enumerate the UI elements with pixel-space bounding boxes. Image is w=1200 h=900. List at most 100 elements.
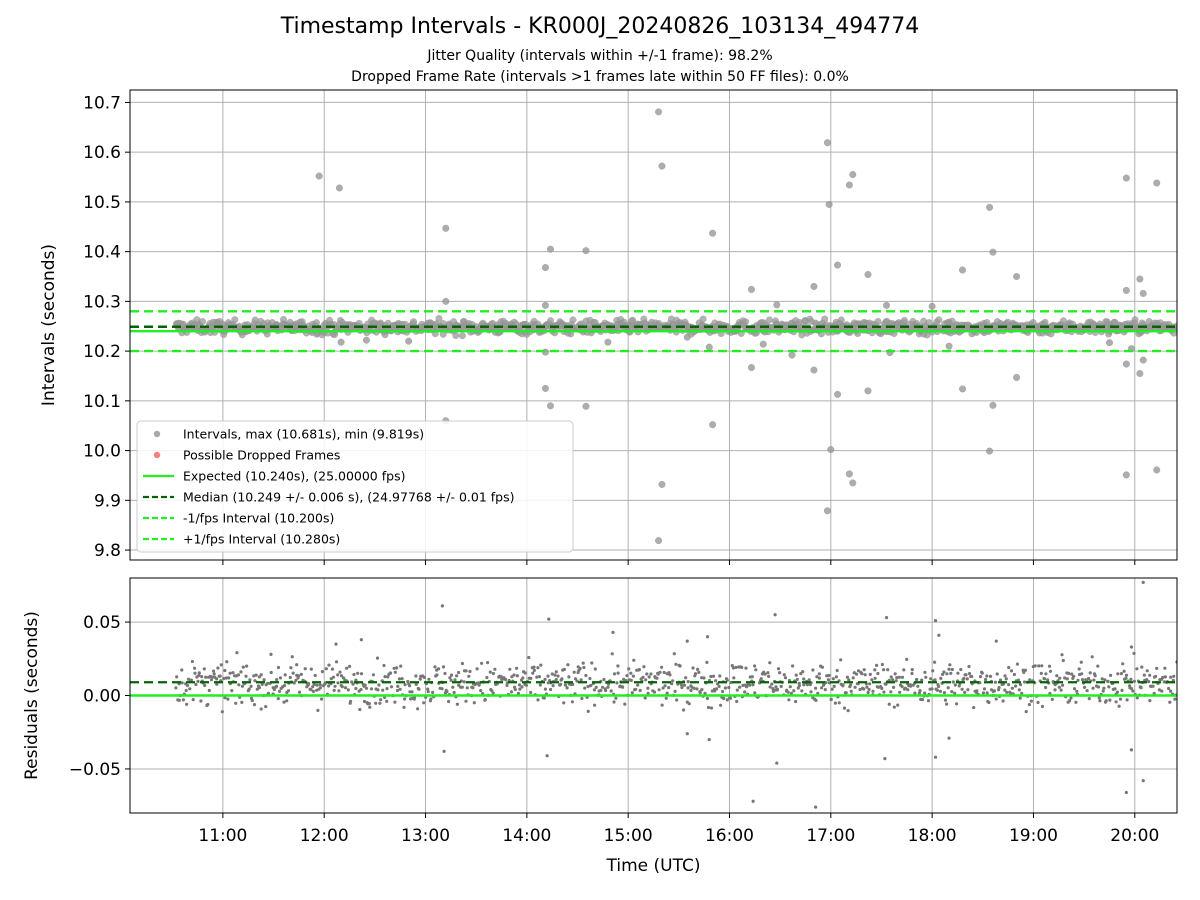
residual-point <box>309 688 313 692</box>
residual-point <box>422 701 426 705</box>
xtick-label-2: 13:00 <box>401 826 450 846</box>
interval-point <box>1131 316 1139 324</box>
residual-point <box>678 664 682 668</box>
residual-point <box>376 688 380 692</box>
residual-point <box>368 705 372 709</box>
residual-point <box>1040 704 1045 709</box>
residual-point <box>923 670 927 674</box>
residual-point <box>814 686 818 690</box>
residual-point <box>1005 690 1009 695</box>
residual-point <box>1075 689 1079 693</box>
residual-point <box>396 684 400 689</box>
interval-point <box>821 315 829 323</box>
residual-point <box>590 661 594 665</box>
residual-point <box>174 686 178 690</box>
residual-point <box>625 674 629 678</box>
residual-point <box>697 670 701 675</box>
residual-outlier-21 <box>1129 748 1134 752</box>
residual-point <box>849 683 853 687</box>
legend-box <box>136 420 574 553</box>
residual-point <box>700 688 704 692</box>
residual-outlier-15 <box>933 618 938 623</box>
residual-point <box>636 683 640 687</box>
interval-outlier-62 <box>683 333 691 341</box>
residual-point <box>661 686 665 690</box>
residual-point <box>1074 700 1078 704</box>
residual-point <box>1072 687 1077 691</box>
residual-point <box>1070 672 1074 676</box>
residual-point <box>493 667 497 671</box>
residual-outlier-23 <box>1141 779 1145 783</box>
residual-point <box>599 688 603 693</box>
residual-point <box>723 686 728 690</box>
top-ytick-label-9: 10.7 <box>83 93 121 113</box>
residual-point <box>488 670 492 674</box>
residual-point <box>667 686 671 690</box>
residual-point <box>662 670 666 675</box>
residual-point <box>985 691 989 695</box>
residual-point <box>348 664 352 669</box>
residual-point <box>768 685 772 689</box>
interval-outlier-13 <box>655 108 663 116</box>
residual-point <box>358 707 362 712</box>
residual-point <box>264 705 268 709</box>
residual-point <box>953 683 957 687</box>
residual-point <box>320 697 324 701</box>
residual-point <box>689 688 693 693</box>
residual-point <box>1014 684 1018 688</box>
residual-point <box>970 674 974 679</box>
residual-point <box>385 687 389 691</box>
residual-point <box>791 664 795 668</box>
residual-point <box>573 677 578 681</box>
residual-point <box>364 686 369 690</box>
residual-point <box>645 672 649 676</box>
residual-point <box>918 689 922 693</box>
residual-point <box>542 696 546 700</box>
residual-point <box>180 681 184 685</box>
residual-point <box>606 685 610 689</box>
residual-outlier-24 <box>994 639 998 643</box>
residual-point <box>1140 665 1144 669</box>
interval-outlier-55 <box>1136 369 1144 378</box>
residual-point <box>909 684 913 688</box>
interval-outlier-36 <box>864 387 872 395</box>
residual-point <box>277 689 282 693</box>
legend-label-2: Expected (10.240s), (25.00000 fps) <box>183 469 405 484</box>
residual-point <box>527 655 531 660</box>
interval-outlier-52 <box>1136 275 1144 283</box>
residual-point <box>1042 677 1047 681</box>
residual-point <box>433 665 437 669</box>
residual-point <box>740 665 744 670</box>
top-reference-lines <box>130 310 1177 353</box>
residual-point <box>244 674 248 678</box>
residual-point <box>200 675 204 679</box>
interval-outlier-54 <box>1139 356 1147 364</box>
residual-point <box>351 682 355 686</box>
residual-point <box>1096 664 1100 668</box>
residual-point <box>572 670 576 674</box>
residual-point <box>440 687 444 691</box>
residual-point <box>1148 673 1152 677</box>
bottom-ytick-label-2: 0.05 <box>83 613 121 633</box>
residual-point <box>1132 651 1136 656</box>
residual-point <box>964 673 968 677</box>
residual-point <box>900 685 904 689</box>
residual-point <box>276 697 280 701</box>
residual-point <box>867 687 871 692</box>
residual-point <box>882 690 886 694</box>
residual-point <box>1117 704 1121 708</box>
residual-point <box>1018 683 1023 687</box>
residual-point <box>486 661 490 665</box>
residual-point <box>1087 676 1091 681</box>
residual-point <box>422 675 426 680</box>
residual-point <box>797 684 802 688</box>
interval-outlier-37 <box>882 301 891 309</box>
residual-point <box>825 674 829 678</box>
residual-point <box>286 689 291 693</box>
interval-outlier-58 <box>337 338 345 346</box>
interval-outlier-29 <box>845 181 853 189</box>
residual-point <box>642 665 646 669</box>
residual-point <box>1090 655 1094 659</box>
residual-point <box>988 674 993 679</box>
residual-point <box>1029 699 1033 703</box>
